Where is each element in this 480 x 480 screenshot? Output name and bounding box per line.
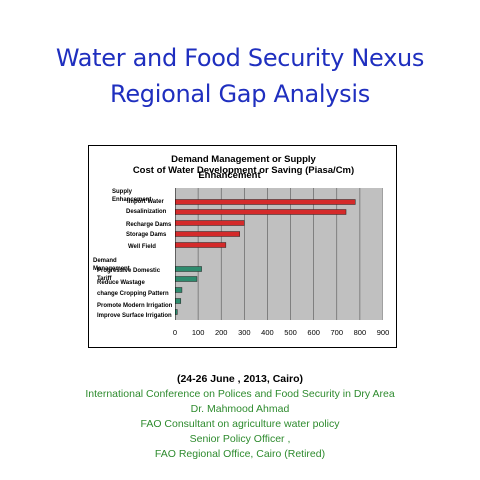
category-label: Promote Modern Irrigation — [97, 303, 173, 309]
x-tick-label: 700 — [330, 328, 344, 337]
conference-name: International Conference on Polices and … — [85, 388, 395, 400]
chart-title-line2: Cost of Water Development or Saving (Pia… — [132, 165, 355, 176]
category-label: Import Water — [127, 199, 164, 205]
conference-date: (24-26 June , 2013, Cairo) — [176, 373, 304, 385]
category-label: Progressive Domestic Tariff — [97, 268, 161, 282]
x-tick-label: 800 — [353, 328, 367, 337]
bar — [174, 276, 198, 282]
chart-title-overlap: Enhancement — [198, 170, 261, 181]
chart-plot-area — [174, 188, 384, 320]
category-label: change Cropping Pattern — [97, 291, 169, 297]
author-office: FAO Regional Office, Cairo (Retired) — [154, 448, 326, 460]
author-role: FAO Consultant on agriculture water poli… — [140, 418, 340, 430]
category-label: Improve Surface Irrigation — [97, 313, 172, 319]
x-tick-label: 200 — [214, 328, 228, 337]
author-name: Dr. Mahmood Ahmad — [190, 403, 290, 415]
bar — [174, 220, 245, 226]
x-tick-label: 0 — [172, 328, 178, 337]
bar-chart — [174, 188, 384, 320]
category-label: Storage Dams — [126, 232, 167, 238]
bar — [174, 199, 356, 205]
bar — [174, 287, 183, 293]
x-tick-label: 100 — [191, 328, 205, 337]
x-tick-label: 900 — [376, 328, 390, 337]
group-label: Supply Enhancement — [112, 189, 152, 203]
x-tick-label: 300 — [238, 328, 251, 337]
author-position: Senior Policy Officer , — [189, 433, 291, 445]
bar — [174, 231, 240, 237]
page-subtitle: Regional Gap Analysis — [110, 80, 370, 108]
x-tick-label: 500 — [284, 328, 297, 337]
bar — [174, 209, 347, 215]
category-label: Desalinization — [126, 209, 167, 215]
chart-title-line1: Demand Management or Supply — [171, 154, 316, 165]
x-tick-label: 400 — [261, 328, 274, 337]
page-title: Water and Food Security Nexus — [55, 44, 425, 72]
category-label: Reduce Wastage — [97, 280, 145, 286]
bar — [174, 242, 227, 248]
bar — [174, 298, 182, 304]
group-label: Demand Management — [93, 258, 130, 272]
x-tick-label: 600 — [307, 328, 320, 337]
bar — [174, 266, 202, 272]
category-label: Recharge Dams — [126, 222, 172, 228]
category-label: Well Field — [128, 244, 156, 250]
